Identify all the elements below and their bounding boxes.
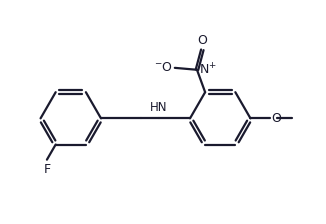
Text: HN: HN: [150, 101, 168, 114]
Text: N$^{+}$: N$^{+}$: [199, 62, 216, 78]
Text: F: F: [43, 163, 51, 176]
Text: O: O: [197, 34, 207, 47]
Text: O: O: [271, 112, 281, 125]
Text: $^{-}$O: $^{-}$O: [154, 61, 173, 74]
